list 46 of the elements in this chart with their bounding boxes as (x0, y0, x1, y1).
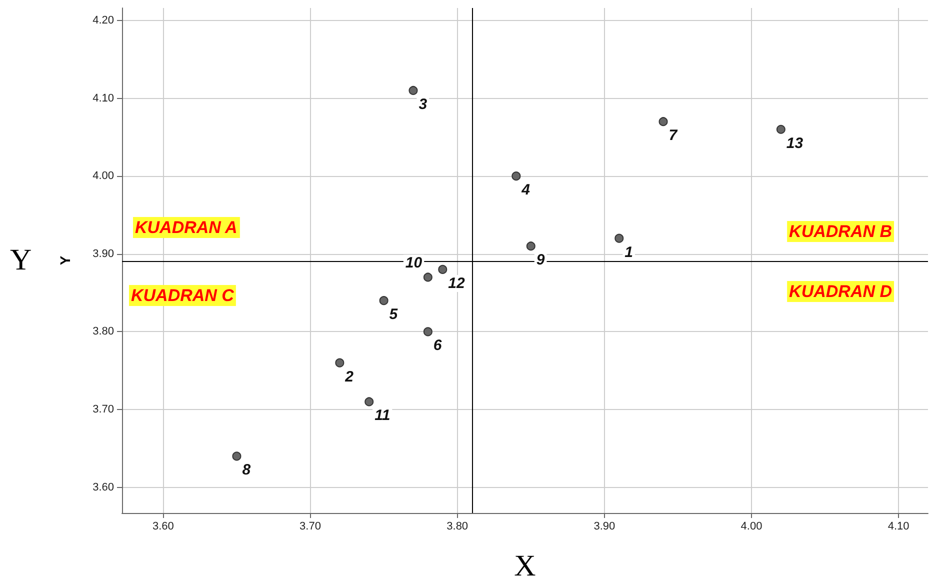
series-label: 2 (344, 368, 354, 386)
point (614, 234, 624, 243)
point (423, 327, 432, 336)
point (408, 86, 418, 95)
x-tick-label: 3.90 (594, 520, 616, 532)
x-tick-label: 3.70 (300, 520, 321, 532)
point (526, 242, 536, 251)
series-label: 7 (668, 127, 678, 144)
point (232, 452, 242, 461)
point (335, 358, 344, 368)
y-tick-label: 3.80 (92, 326, 114, 338)
series-label: 12 (448, 274, 466, 292)
x-tick-label: 4.00 (740, 520, 762, 532)
series-label: 5 (389, 306, 398, 324)
annotation: KUADRAN B (789, 222, 892, 241)
series-label: 9 (536, 252, 546, 269)
x-tick-label: 3.60 (152, 520, 174, 532)
point (364, 397, 374, 406)
annotation: KUADRAN C (131, 286, 235, 305)
series-label: 10 (405, 254, 423, 272)
series-label: 3 (418, 96, 428, 113)
y-tick-label: 3.90 (92, 248, 114, 260)
point (658, 117, 668, 126)
y-tick-label: 4.10 (92, 92, 114, 104)
point (423, 272, 432, 282)
series-label: 8 (242, 462, 252, 479)
x-tick-label: 3.80 (446, 520, 468, 532)
annotation: KUADRAN A (135, 218, 238, 237)
y-axis-title: Y (57, 255, 73, 266)
point (379, 296, 388, 306)
point (438, 264, 448, 274)
point (512, 172, 521, 181)
y-tick-label: 4.00 (92, 170, 114, 182)
x-axis-title: X (514, 550, 536, 582)
x-tick-label: 4.10 (888, 520, 910, 532)
series-label: 13 (786, 134, 804, 152)
series-label: 1 (624, 244, 633, 261)
annotation: KUADRAN D (789, 282, 892, 301)
y-tick-label: 3.70 (92, 404, 114, 416)
y-tick-label: 4.20 (92, 14, 114, 26)
text: Y (10, 244, 32, 276)
point (776, 124, 786, 134)
series-label: 6 (433, 337, 442, 354)
series-label: 11 (374, 407, 390, 424)
series-label: 4 (520, 182, 531, 199)
y-tick-label: 3.60 (92, 481, 114, 494)
